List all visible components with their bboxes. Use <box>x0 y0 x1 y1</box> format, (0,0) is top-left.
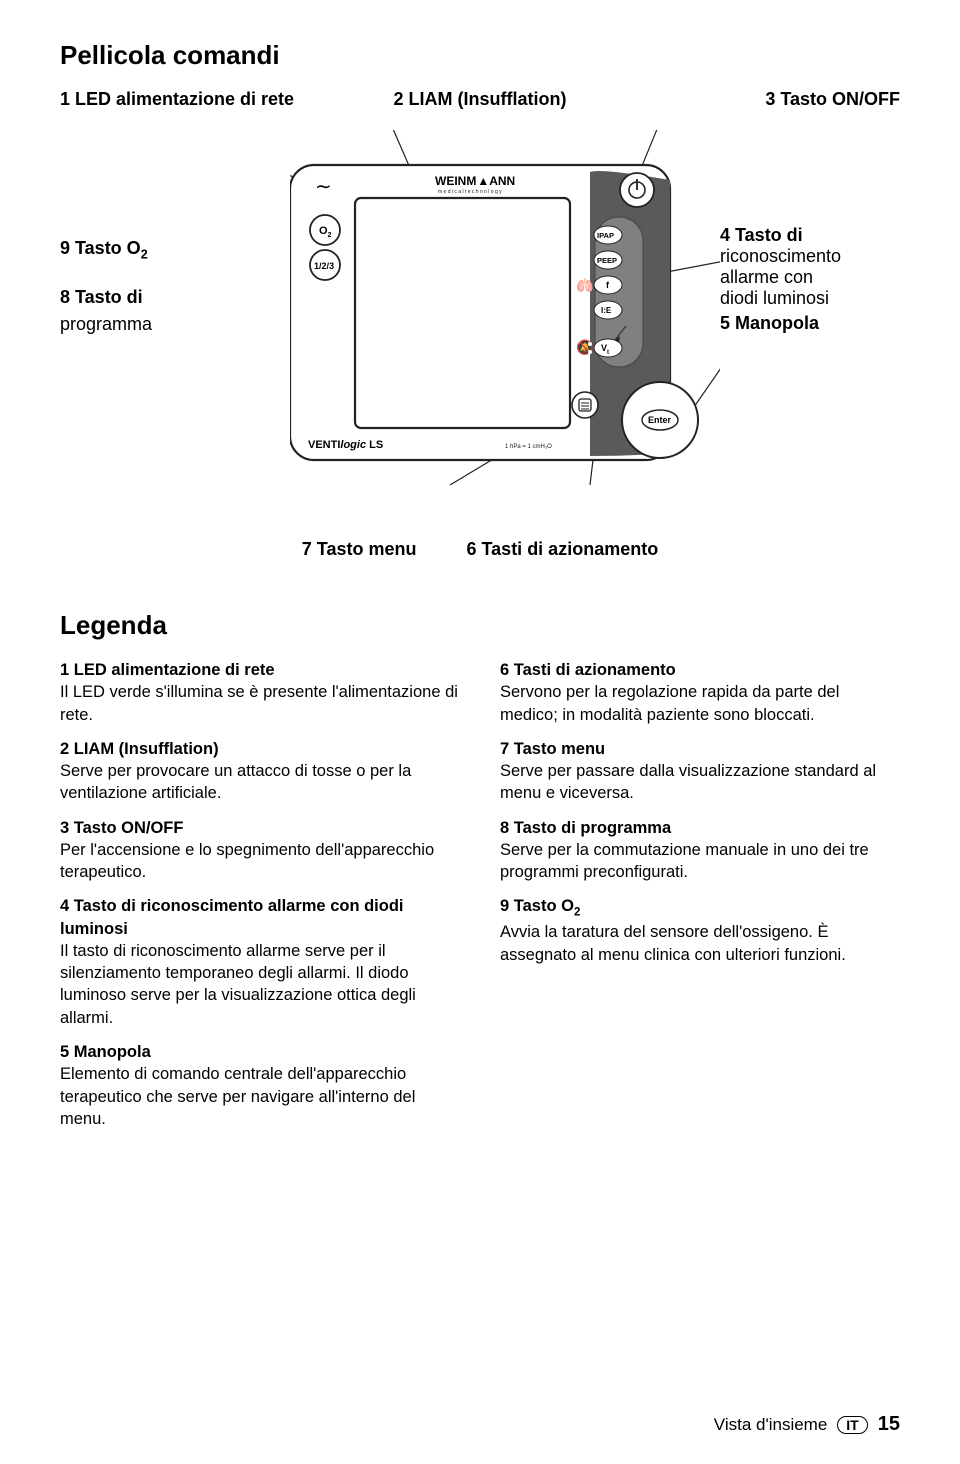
callout-4: 4 Tasto di riconoscimento allarme con di… <box>720 225 900 309</box>
svg-text:I:E: I:E <box>601 306 612 315</box>
top-callouts: 1 LED alimentazione di rete 2 LIAM (Insu… <box>60 89 900 110</box>
legend-item-8: 8 Tasto di programma Serve per la commut… <box>500 817 900 884</box>
svg-text:1/2/3: 1/2/3 <box>314 261 334 271</box>
left-callouts: 9 Tasto O2 8 Tasto di programma <box>60 235 152 358</box>
legend-item-4: 4 Tasto di riconoscimento allarme con di… <box>60 895 460 1029</box>
unit-text: 1 hPa = 1 cmH₂O <box>505 444 552 450</box>
right-callouts: 4 Tasto di riconoscimento allarme con di… <box>720 225 900 334</box>
page-footer: Vista d'insieme IT 15 <box>714 1413 900 1436</box>
callout-6: 6 Tasti di azionamento <box>467 539 659 560</box>
callout-9: 9 Tasto O2 <box>60 235 152 264</box>
svg-text:IPAP: IPAP <box>597 231 614 240</box>
legend-item-3: 3 Tasto ON/OFF Per l'accensione e lo spe… <box>60 817 460 884</box>
lungs-icon: 🫁 <box>576 277 594 293</box>
callout-2: 2 LIAM (Insufflation) <box>340 89 620 110</box>
svg-text:PEEP: PEEP <box>597 256 617 265</box>
legend-item-6: 6 Tasti di azionamento Servono per la re… <box>500 659 900 726</box>
device-diagram: 9 Tasto O2 8 Tasto di programma 4 Tasto … <box>60 120 900 560</box>
menu-button[interactable] <box>572 392 598 418</box>
page-title: Pellicola comandi <box>60 40 900 71</box>
callout-3: 3 Tasto ON/OFF <box>620 89 900 110</box>
callout-5: 5 Manopola <box>720 313 900 334</box>
footer-section: Vista d'insieme <box>714 1415 828 1435</box>
callout-7: 7 Tasto menu <box>302 539 417 560</box>
brand-text: WEINM▲ANN <box>435 174 515 188</box>
legend-item-2: 2 LIAM (Insufflation) Serve per provocar… <box>60 738 460 805</box>
legend-item-7: 7 Tasto menu Serve per passare dalla vis… <box>500 738 900 805</box>
device-svg: WEINM▲ANN m e d i c a l t e c h n o l o … <box>290 130 720 500</box>
footer-lang: IT <box>837 1416 867 1434</box>
legend-columns: 1 LED alimentazione di rete Il LED verde… <box>60 659 900 1142</box>
display-screen <box>355 198 570 428</box>
footer-page: 15 <box>878 1413 900 1436</box>
ac-icon: ∼ <box>315 176 332 198</box>
legend-item-1: 1 LED alimentazione di rete Il LED verde… <box>60 659 460 726</box>
legend-col-right: 6 Tasti di azionamento Servono per la re… <box>500 659 900 1142</box>
callout-8: 8 Tasto di programma <box>60 284 152 338</box>
legend-item-5: 5 Manopola Elemento di comando centrale … <box>60 1041 460 1130</box>
svg-text:Enter: Enter <box>648 415 672 425</box>
callout-1: 1 LED alimentazione di rete <box>60 89 340 110</box>
brand-sub: m e d i c a l t e c h n o l o g y <box>438 189 502 195</box>
legend-item-9: 9 Tasto O2 Avvia la taratura del sensore… <box>500 895 900 965</box>
legend-col-left: 1 LED alimentazione di rete Il LED verde… <box>60 659 460 1142</box>
model-text: VENTIlogic LS <box>308 439 383 451</box>
legend-title: Legenda <box>60 610 900 641</box>
bottom-callouts: 7 Tasto menu 6 Tasti di azionamento <box>60 539 900 560</box>
